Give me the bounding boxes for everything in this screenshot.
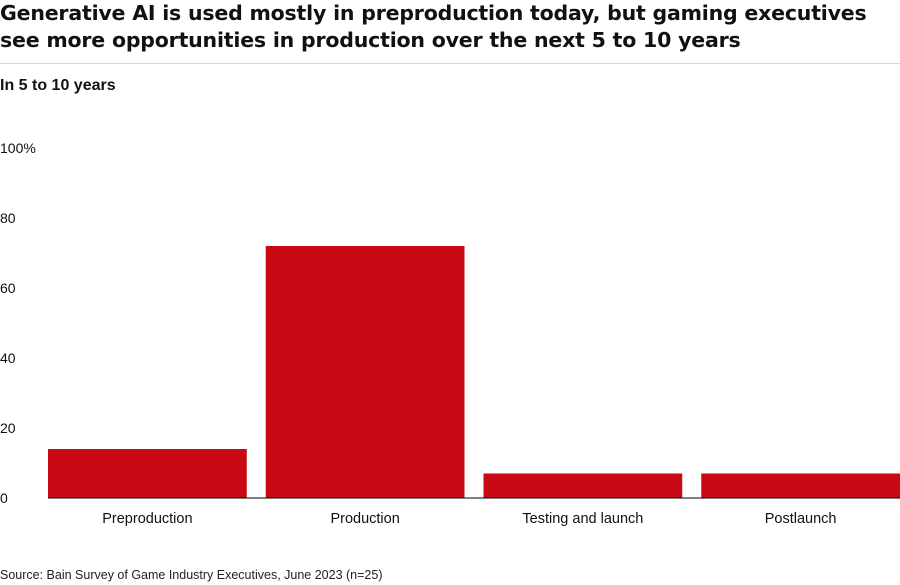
- x-tick-label: Postlaunch: [765, 511, 837, 527]
- title-divider: [0, 63, 900, 64]
- x-tick-label: Testing and launch: [522, 511, 643, 527]
- source-note: Source: Bain Survey of Game Industry Exe…: [0, 568, 383, 582]
- bar-production: [265, 246, 465, 498]
- bars: [48, 246, 900, 498]
- y-tick-label: 0: [0, 490, 8, 506]
- y-tick-label: 80: [0, 210, 16, 226]
- y-tick-label: 60: [0, 280, 16, 296]
- y-tick-label: 20: [0, 420, 16, 436]
- bar-testing-and-launch: [483, 473, 683, 498]
- x-axis-labels: Preproduction Production Testing and launc…: [102, 511, 836, 527]
- chart-title: Generative AI is used mostly in preprodu…: [0, 1, 867, 52]
- x-tick-label: Preproduction: [102, 511, 192, 527]
- x-tick-label: Production: [330, 511, 399, 527]
- bar-preproduction: [48, 449, 247, 498]
- y-tick-label: 100%: [0, 140, 36, 156]
- bar-postlaunch: [701, 473, 900, 498]
- y-axis-ticks: 0 20 40 60 80 100%: [0, 140, 36, 506]
- y-tick-label: 40: [0, 350, 16, 366]
- chart-subtitle: In 5 to 10 years: [0, 77, 116, 94]
